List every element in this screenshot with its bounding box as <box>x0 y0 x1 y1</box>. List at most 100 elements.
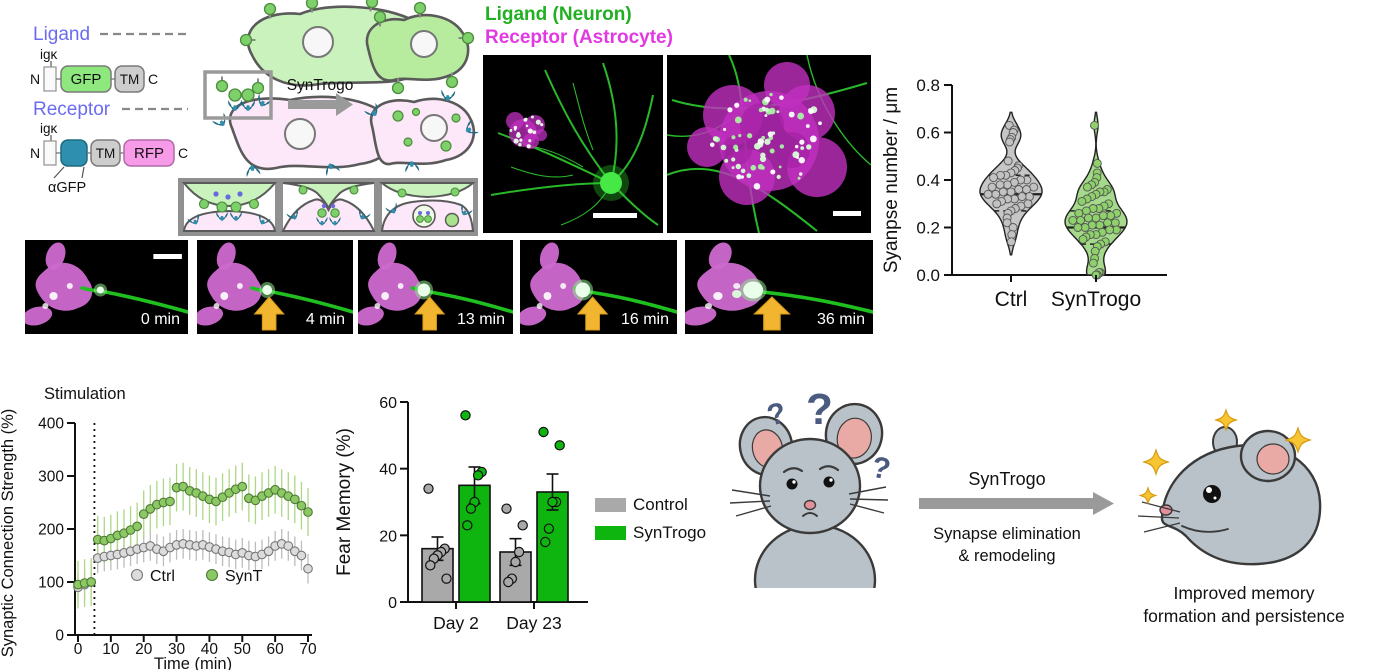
legend-label-synt: SynT <box>225 568 263 585</box>
bar-y-tick-label: 60 <box>379 395 397 412</box>
bar-data-point <box>501 503 512 514</box>
timelapse-frame-3: 16 min <box>520 240 677 334</box>
violin-group-label: Ctrl <box>995 288 1028 311</box>
timelapse-frame-1: 4 min <box>197 240 353 334</box>
bar-data-point <box>465 503 477 514</box>
violin-data-point <box>1083 213 1093 223</box>
receptor-label: Receptor <box>33 99 111 120</box>
svg-text:?: ? <box>806 388 833 434</box>
violin-y-axis-label: Syanpse number / μm <box>881 87 902 273</box>
violin-data-point <box>1008 223 1018 232</box>
trogocytosed-punctum <box>96 286 104 294</box>
bar-legend-label-control: Control <box>633 495 688 514</box>
timelapse-image <box>520 242 677 331</box>
gfp-box-label: GFP <box>71 71 102 88</box>
bar-data-point <box>460 410 471 421</box>
outcome-caption-line2: formation and persistence <box>1143 605 1345 626</box>
astrocyte-process <box>530 262 585 311</box>
bar-data-point <box>503 576 514 588</box>
violin-data-point <box>1006 237 1016 247</box>
line-y-tick-label: 0 <box>55 628 64 645</box>
violin-data-point <box>1092 158 1102 168</box>
happy-mouse-illustration <box>1137 407 1322 566</box>
astrocyte-process <box>368 262 423 311</box>
bar-legend-label-syntrogo: SynTrogo <box>633 523 706 542</box>
trogocytosed-punctum <box>262 285 273 295</box>
astrocyte-process <box>35 262 93 311</box>
line-data-point-ctrl <box>283 541 294 551</box>
bar-data-point <box>462 520 473 531</box>
line-y-tick-label: 200 <box>38 522 64 539</box>
bar-data-point <box>543 523 555 534</box>
line-y-tick-label: 300 <box>38 469 64 486</box>
line-data-point-synt <box>237 481 248 492</box>
bar-data-point <box>425 560 436 571</box>
line-x-axis-label: Time (min) <box>154 655 232 670</box>
syntrogo-schematic: Ligand igκ N GFP TM C Receptor igκ N TM … <box>30 0 478 236</box>
syntrogo-arrow-icon <box>288 93 353 116</box>
line-data-point-ctrl <box>296 550 307 561</box>
bar-data-point <box>554 440 565 451</box>
rfp-box-label: RFP <box>134 145 164 162</box>
synapse-number-violin-plot: Syanpse number / μm 0.0 0.2 0.4 0.6 0.8 Ctrl Sy… <box>881 76 1167 311</box>
line-data-point-synt <box>165 496 175 507</box>
bar-category-label: Day 23 <box>506 613 561 633</box>
outcome-caption-line1: Improved memory <box>1173 583 1315 603</box>
outcome-arrow-sub2: & remodeling <box>958 547 1055 565</box>
violin-data-point <box>987 182 997 192</box>
violin-data-point <box>991 189 1001 199</box>
anti-gfp-label: αGFP <box>48 180 86 196</box>
ligand-icon <box>215 75 229 93</box>
violin-y-tick-label: 0.4 <box>916 171 940 190</box>
bar-y-tick-label: 40 <box>379 462 397 479</box>
violin-y-tick-label: 0.6 <box>916 124 940 143</box>
timelapse-image <box>197 242 353 331</box>
bar-data-point <box>547 496 558 508</box>
violin-data-point <box>1002 218 1012 228</box>
bar-y-tick-label: 20 <box>379 528 397 545</box>
violin-data-point <box>998 187 1008 197</box>
n-terminus-ligand: N <box>30 71 40 87</box>
happy-mouse-icon <box>1137 407 1322 566</box>
violin-data-point <box>1088 258 1098 268</box>
bar-data-point <box>513 546 525 558</box>
dendrite <box>602 62 618 184</box>
line-data-point-synt <box>138 509 149 520</box>
confused-mouse-illustration: ? ? ? <box>729 388 893 588</box>
c-terminus-ligand: C <box>148 71 158 87</box>
signal-peptide-box <box>43 66 57 92</box>
stimulation-label: Stimulation <box>44 385 126 403</box>
violin-data-point <box>1077 196 1087 206</box>
violin-group-label: SynTrogo <box>1051 288 1141 311</box>
microscopy-astrocyte-image <box>666 54 872 234</box>
trogocytosed-punctum <box>575 282 591 298</box>
bar-y-axis-label: Fear Memory (%) <box>334 428 355 576</box>
astrocyte-body <box>764 62 810 108</box>
timelapse-frame-2: 13 min <box>358 240 513 334</box>
line-y-tick-label: 400 <box>38 416 64 433</box>
timelapse-image <box>25 242 188 326</box>
timelapse-image <box>358 242 513 331</box>
bar-legend-swatch-control <box>595 498 626 512</box>
line-data-point-synt <box>296 500 307 511</box>
bar-y-tick-label: 0 <box>388 595 397 612</box>
anti-gfp-nanobody-box <box>60 139 88 167</box>
line-y-tick-label: 100 <box>38 575 64 592</box>
dendrite <box>572 82 594 151</box>
outcome-arrow-label: SynTrogo <box>968 469 1045 489</box>
bar-data-point <box>441 573 452 584</box>
trogocytosis-inset <box>178 178 478 236</box>
legend-marker-synt <box>205 568 219 582</box>
c-terminus-receptor: C <box>178 145 188 161</box>
line-x-tick-label: 40 <box>201 641 219 658</box>
violin-data-point <box>1098 211 1108 221</box>
line-data-point-ctrl <box>263 546 274 557</box>
ligand-icon <box>251 77 265 95</box>
inset-panel-contact <box>181 182 278 232</box>
zoom-box <box>203 70 273 120</box>
ligand-neuron-caption: Ligand (Neuron) <box>485 4 632 25</box>
timelapse-time-label: 0 min <box>140 311 180 328</box>
tm-box-ligand <box>114 65 145 93</box>
synaptic-strength-line-chart: Synaptic Connection Strength (%) Stimulat… <box>0 385 317 670</box>
